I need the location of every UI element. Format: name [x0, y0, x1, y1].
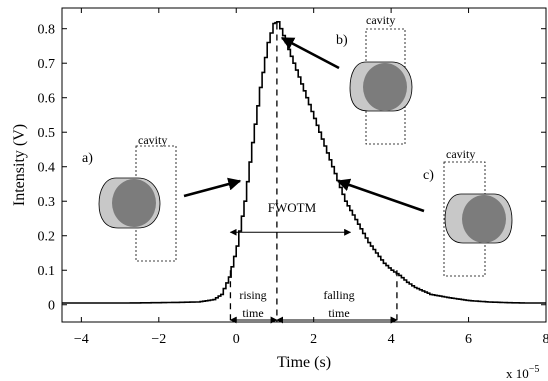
x-tick-labels: −4 −2 0 2 4 6 8	[74, 332, 548, 347]
x-tick-label: 6	[465, 332, 472, 347]
annotation-a-label: a)	[82, 151, 93, 166]
arrow-c	[336, 178, 425, 213]
cavity-label-c: cavity	[446, 147, 475, 161]
y-tick-label: 0.7	[38, 57, 56, 72]
x-axis-label: Time (s)	[277, 354, 331, 371]
plot-frame	[61, 7, 547, 323]
y-tick-label: 0.3	[38, 195, 56, 210]
x-tick-label: −4	[74, 332, 89, 347]
annotation-b: b) cavity	[280, 13, 413, 145]
x-tick-label: −2	[151, 332, 166, 347]
y-tick-label: 0.2	[38, 230, 56, 245]
y-tick-label: 0.1	[38, 264, 56, 279]
arrow-b	[280, 36, 340, 70]
y-tick-label: 0.5	[38, 126, 56, 141]
falling-label-line2: time	[328, 306, 349, 320]
annotation-c-label: c)	[423, 168, 434, 183]
arrow-a	[183, 177, 242, 198]
y-tick-labels: 0 0.1 0.2 0.3 0.4 0.5 0.6 0.7 0.8	[38, 23, 56, 314]
droplet-inner-b	[363, 63, 407, 111]
axis-ticks	[62, 8, 547, 322]
measurement-arrows	[229, 228, 398, 324]
droplet-inner-a	[112, 179, 156, 227]
annotation-c: c) cavity	[336, 147, 513, 277]
cavity-label-a: cavity	[138, 133, 167, 147]
x-tick-label: 0	[233, 332, 240, 347]
y-tick-label: 0.6	[38, 92, 56, 107]
droplet-inner-c	[462, 195, 506, 243]
x-tick-label: 2	[310, 332, 317, 347]
falling-label-line1: falling	[323, 288, 354, 302]
y-tick-label: 0.4	[38, 161, 56, 176]
rising-label-line2: time	[242, 306, 263, 320]
y-tick-label: 0.8	[38, 23, 56, 38]
x-multiplier-base: x 10	[506, 366, 529, 381]
rising-label-line1: rising	[239, 288, 266, 302]
annotation-b-label: b)	[336, 33, 348, 48]
time-marker-lines	[229, 23, 398, 322]
intensity-series-line	[62, 21, 546, 304]
fwotm-label: FWOTM	[268, 200, 317, 215]
y-axis-label: Intensity (V)	[11, 124, 28, 206]
x-multiplier-exponent: −5	[529, 364, 540, 375]
x-tick-label: 8	[543, 332, 548, 347]
x-tick-label: 4	[388, 332, 395, 347]
x-multiplier: x 10−5	[506, 364, 539, 381]
annotation-a: a) cavity	[82, 133, 242, 262]
y-tick-label: 0	[48, 299, 55, 314]
cavity-label-b: cavity	[366, 13, 395, 27]
